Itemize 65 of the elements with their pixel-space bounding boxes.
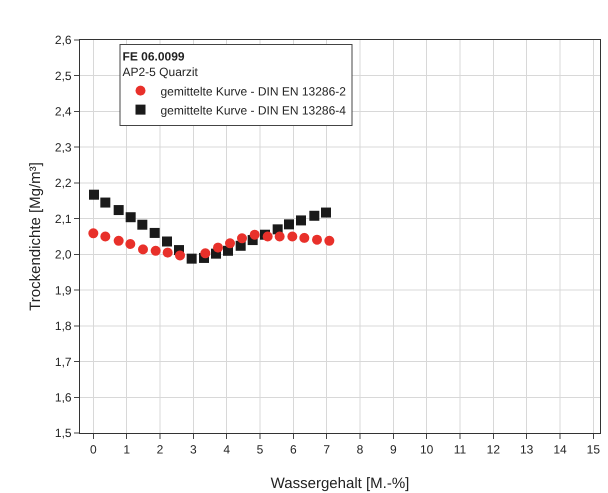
x-tick-label: 3 (190, 442, 197, 456)
point (200, 248, 210, 258)
y-tick-label: 2,1 (54, 212, 72, 226)
y-tick-label: 2,3 (54, 140, 72, 154)
y-tick-label: 1,7 (54, 354, 72, 369)
point (274, 232, 285, 242)
point (175, 250, 185, 260)
y-tick-label: 1,8 (54, 319, 72, 334)
point (324, 236, 334, 246)
y-tick-label: 1,6 (54, 390, 72, 404)
point (262, 232, 273, 242)
point (100, 232, 110, 242)
point (296, 215, 306, 226)
y-axis-title: Trockendichte [Mg/m³] (27, 162, 44, 311)
legend-label: gemittelte Kurve - DIN EN 13286-2 (160, 84, 346, 98)
point (186, 254, 197, 264)
point (114, 205, 124, 216)
y-tick-label: 2,4 (54, 104, 72, 119)
point (225, 238, 235, 248)
point (287, 232, 298, 242)
y-tick-label: 2,5 (54, 68, 72, 83)
point (114, 236, 124, 246)
point (138, 244, 148, 254)
x-tick-label: 2 (156, 442, 164, 456)
point (162, 248, 173, 258)
x-tick-label: 6 (290, 442, 297, 456)
y-tick-label: 1,5 (54, 426, 72, 440)
point (150, 228, 160, 238)
point (150, 246, 161, 256)
point (250, 230, 260, 240)
point (89, 190, 99, 200)
point (312, 234, 322, 245)
point (309, 210, 320, 221)
x-tick-label: 10 (420, 442, 434, 456)
point (126, 212, 136, 222)
annotation: AP2-5 Quarzit (122, 65, 199, 80)
point (321, 208, 331, 218)
point (88, 228, 98, 238)
point (100, 198, 110, 208)
x-tick-label: 11 (454, 442, 467, 456)
x-tick-label: 9 (390, 442, 397, 456)
legend-label: gemittelte Kurve - DIN EN 13286-4 (160, 103, 346, 118)
x-tick-label: 8 (356, 442, 364, 456)
point (213, 242, 223, 253)
x-tick-label: 15 (586, 442, 600, 456)
point (125, 239, 136, 249)
x-tick-label: 1 (123, 442, 130, 456)
point (162, 236, 172, 246)
x-axis-title: Wassergehalt [M.-%] (270, 475, 410, 492)
x-tick-label: 7 (323, 442, 330, 456)
x-tick-label: 0 (90, 442, 97, 456)
y-tick-label: 2,2 (54, 176, 72, 190)
point (237, 233, 247, 244)
x-tick-label: 14 (553, 442, 567, 456)
legend-title: FE 06.0099 (122, 50, 185, 64)
x-tick-label: 13 (520, 442, 534, 456)
y-tick-label: 2,0 (54, 248, 72, 262)
point (284, 219, 294, 230)
x-tick-label: 4 (223, 442, 230, 456)
x-tick-label: 12 (486, 442, 500, 456)
y-tick-label: 1,9 (54, 283, 72, 298)
point (299, 232, 310, 243)
point (137, 220, 148, 230)
x-tick-label: 5 (256, 442, 264, 456)
y-tick-label: 2,6 (54, 33, 72, 48)
